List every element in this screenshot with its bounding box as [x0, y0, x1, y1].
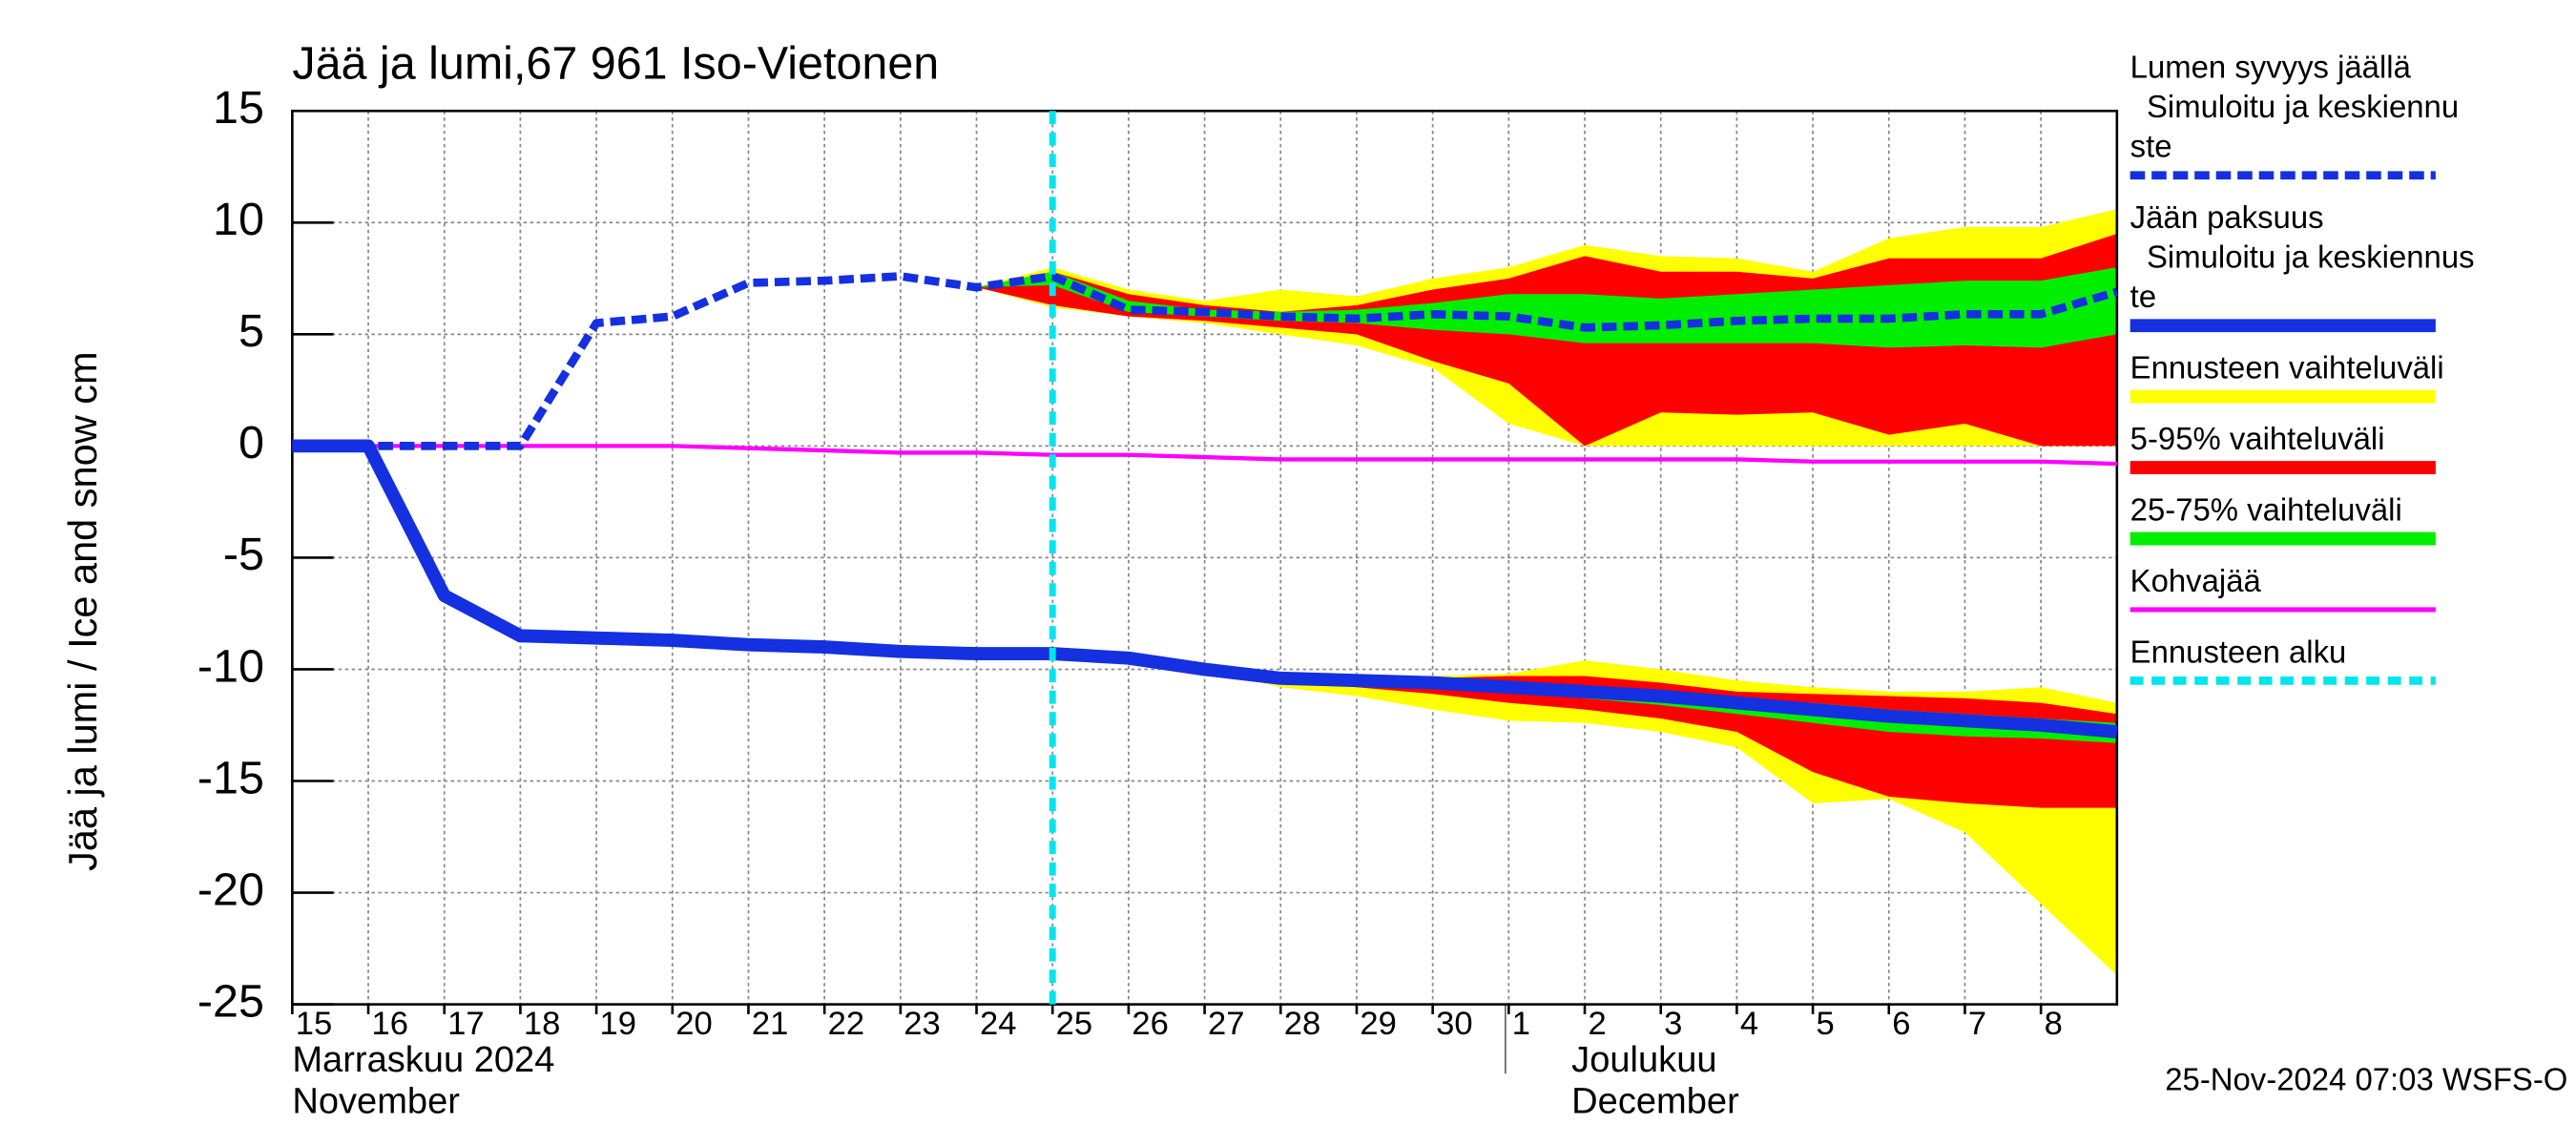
- y-tick-label: 10: [213, 194, 264, 245]
- legend-label: 25-75% vaihteluväli: [2130, 492, 2402, 528]
- legend-label: Kohvajää: [2130, 563, 2262, 598]
- x-tick-label: 27: [1208, 1006, 1245, 1042]
- y-tick-label: 0: [239, 417, 264, 468]
- y-tick-label: -20: [197, 864, 264, 915]
- legend-label: Ennusteen vaihteluväli: [2130, 350, 2444, 385]
- x-tick-label: 25: [1056, 1006, 1093, 1042]
- y-tick-label: -25: [197, 975, 264, 1027]
- x-tick-label: 6: [1892, 1006, 1910, 1042]
- x-tick-label: 2: [1588, 1006, 1606, 1042]
- month-label: November: [292, 1082, 460, 1122]
- legend-label: Simuloitu ja keskiennus: [2147, 239, 2475, 275]
- x-tick-label: 20: [675, 1006, 713, 1042]
- x-tick-label: 30: [1436, 1006, 1473, 1042]
- legend-label: te: [2130, 279, 2156, 314]
- legend-label: Lumen syvyys jäällä: [2130, 50, 2412, 85]
- y-tick-label: 15: [213, 82, 264, 134]
- x-tick-label: 21: [752, 1006, 789, 1042]
- x-tick-label: 4: [1740, 1006, 1758, 1042]
- series-line: [292, 272, 2119, 450]
- footer: 25-Nov-2024 07:03 WSFS-O: [2165, 1062, 2567, 1097]
- range-band: [1204, 669, 2117, 808]
- x-tick-label: 18: [524, 1006, 561, 1042]
- x-tick-label: 28: [1284, 1006, 1321, 1042]
- x-tick-label: 15: [296, 1006, 333, 1042]
- range-band: [976, 267, 2117, 348]
- x-tick-label: 29: [1360, 1006, 1397, 1042]
- x-tick-label: 24: [980, 1006, 1017, 1042]
- series-line: [292, 439, 2118, 739]
- y-tick-label: -5: [223, 529, 264, 580]
- month-label: Joulukuu: [1571, 1040, 1716, 1080]
- x-tick-label: 17: [447, 1006, 485, 1042]
- y-axis-label: Jää ja lumi / Ice and snow cm: [60, 351, 105, 871]
- y-tick-label: -15: [197, 752, 264, 803]
- x-tick-label: 1: [1512, 1006, 1530, 1042]
- legend-label: Simuloitu ja keskiennu: [2147, 89, 2459, 124]
- range-band: [976, 233, 2117, 447]
- x-tick-label: 5: [1817, 1006, 1835, 1042]
- y-tick-label: -10: [197, 640, 264, 692]
- x-tick-label: 26: [1132, 1006, 1169, 1042]
- series-line: [292, 444, 2117, 467]
- x-tick-label: 16: [371, 1006, 408, 1042]
- plot-frame: [291, 109, 2119, 1006]
- x-tick-label: 23: [904, 1006, 941, 1042]
- chart-title: Jää ja lumi,67 961 Iso-Vietonen: [292, 37, 939, 89]
- month-label: December: [1571, 1082, 1739, 1122]
- legend-label: ste: [2130, 129, 2172, 164]
- x-tick-label: 19: [600, 1006, 637, 1042]
- x-tick-label: 7: [1968, 1006, 1986, 1042]
- x-tick-label: 3: [1664, 1006, 1682, 1042]
- legend-label: 5-95% vaihteluväli: [2130, 421, 2385, 456]
- x-tick-label: 8: [2045, 1006, 2063, 1042]
- month-label: Marraskuu 2024: [292, 1040, 554, 1080]
- x-tick-label: 22: [828, 1006, 865, 1042]
- legend-label: Ennusteen alku: [2130, 634, 2347, 669]
- legend-label: Jään paksuus: [2130, 199, 2324, 235]
- y-tick-label: 5: [239, 305, 264, 357]
